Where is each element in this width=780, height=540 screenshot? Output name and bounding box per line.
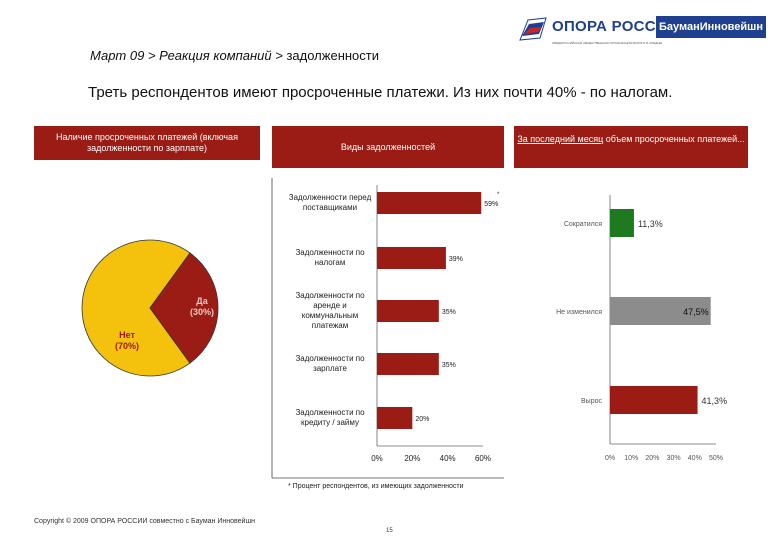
breadcrumb: Март 09 > Реакция компаний > задолженнос… [90, 48, 379, 63]
debt-bar [377, 192, 482, 214]
debt-star: * [497, 192, 500, 198]
trend-category-label: Сократился [564, 221, 602, 228]
header-logos: ОПОРА РОССИИ ОБЩЕРОССИЙСКАЯ ОБЩЕСТВЕННАЯ… [518, 12, 772, 58]
trend-title-underlined: За последний месяц [517, 134, 604, 144]
debt-bar [377, 407, 413, 429]
debt-bar [377, 353, 439, 375]
debt-bar-value: 39% [449, 256, 463, 263]
debt-bar [377, 300, 439, 322]
trend-x-tick: 0% [605, 455, 615, 462]
footnote: * Процент респондентов, из имеющих задол… [288, 483, 464, 490]
debt-bar [377, 247, 446, 269]
debt-category-label: Задолженности перед поставщиками [289, 193, 372, 212]
opora-logo-text: ОПОРА РОССИИ [552, 18, 679, 35]
copyright: Copyright © 2009 ОПОРА РОССИИ совместно … [34, 518, 255, 525]
trend-x-tick: 30% [667, 455, 681, 462]
trend-bar [610, 209, 634, 237]
pie-slice-no [81, 239, 191, 377]
debt-bar-value: 35% [442, 309, 456, 316]
trend-bar-value: 11,3% [638, 219, 663, 229]
partner-logo: БауманИнновейшн [656, 16, 766, 38]
debt-x-tick: 60% [475, 454, 491, 463]
debt-bar-value: 59% [484, 201, 498, 208]
debt-bar-value: 20% [415, 416, 429, 423]
pie-slice-yes [149, 252, 219, 364]
trend-x-tick: 50% [709, 455, 723, 462]
trend-bar-value: 41,3% [702, 396, 728, 406]
pie-label-no: Нет (70%) [115, 330, 139, 351]
page-title: Треть респондентов имеют просроченные пл… [88, 84, 673, 101]
flag-icon [519, 17, 547, 41]
debt-category-label: Задолженности по кредиту / займу [295, 408, 365, 427]
bar-panel-title: Виды задолженностей [272, 126, 504, 168]
trend-panel-title: За последний месяц объем просроченных пл… [514, 126, 748, 168]
breadcrumb-current: задолженности [282, 48, 379, 63]
pie-label-yes: Да (30%) [190, 296, 214, 317]
pie-panel-title: Наличие просроченных платежей (включая з… [34, 126, 260, 160]
trend-bar [610, 297, 711, 325]
debt-category-label: Задолженности по зарплате [295, 354, 365, 373]
trend-x-tick: 10% [624, 455, 638, 462]
trend-category-label: Вырос [581, 398, 602, 405]
trend-title-rest: объем просроченных платежей... [603, 134, 745, 144]
debt-bar-value: 35% [442, 362, 456, 369]
trend-x-tick: 40% [688, 455, 702, 462]
debt-category-label: Задолженности по налогам [295, 248, 365, 267]
trend-bar-value: 47,5% [683, 307, 709, 317]
page-number: 15 [386, 528, 393, 534]
debt-x-tick: 0% [371, 454, 383, 463]
debt-x-tick: 20% [404, 454, 420, 463]
trend-category-label: Не изменился [556, 309, 602, 316]
trend-bar [610, 386, 698, 414]
trend-x-tick: 20% [645, 455, 659, 462]
debt-x-tick: 40% [440, 454, 456, 463]
debt-category-label: Задолженности по аренде и коммунальным плат… [295, 291, 365, 330]
opora-logo-subtitle: ОБЩЕРОССИЙСКАЯ ОБЩЕСТВЕННАЯ ОРГАНИЗАЦИЯ … [552, 41, 662, 45]
breadcrumb-path: Март 09 > Реакция компаний > [90, 48, 283, 63]
